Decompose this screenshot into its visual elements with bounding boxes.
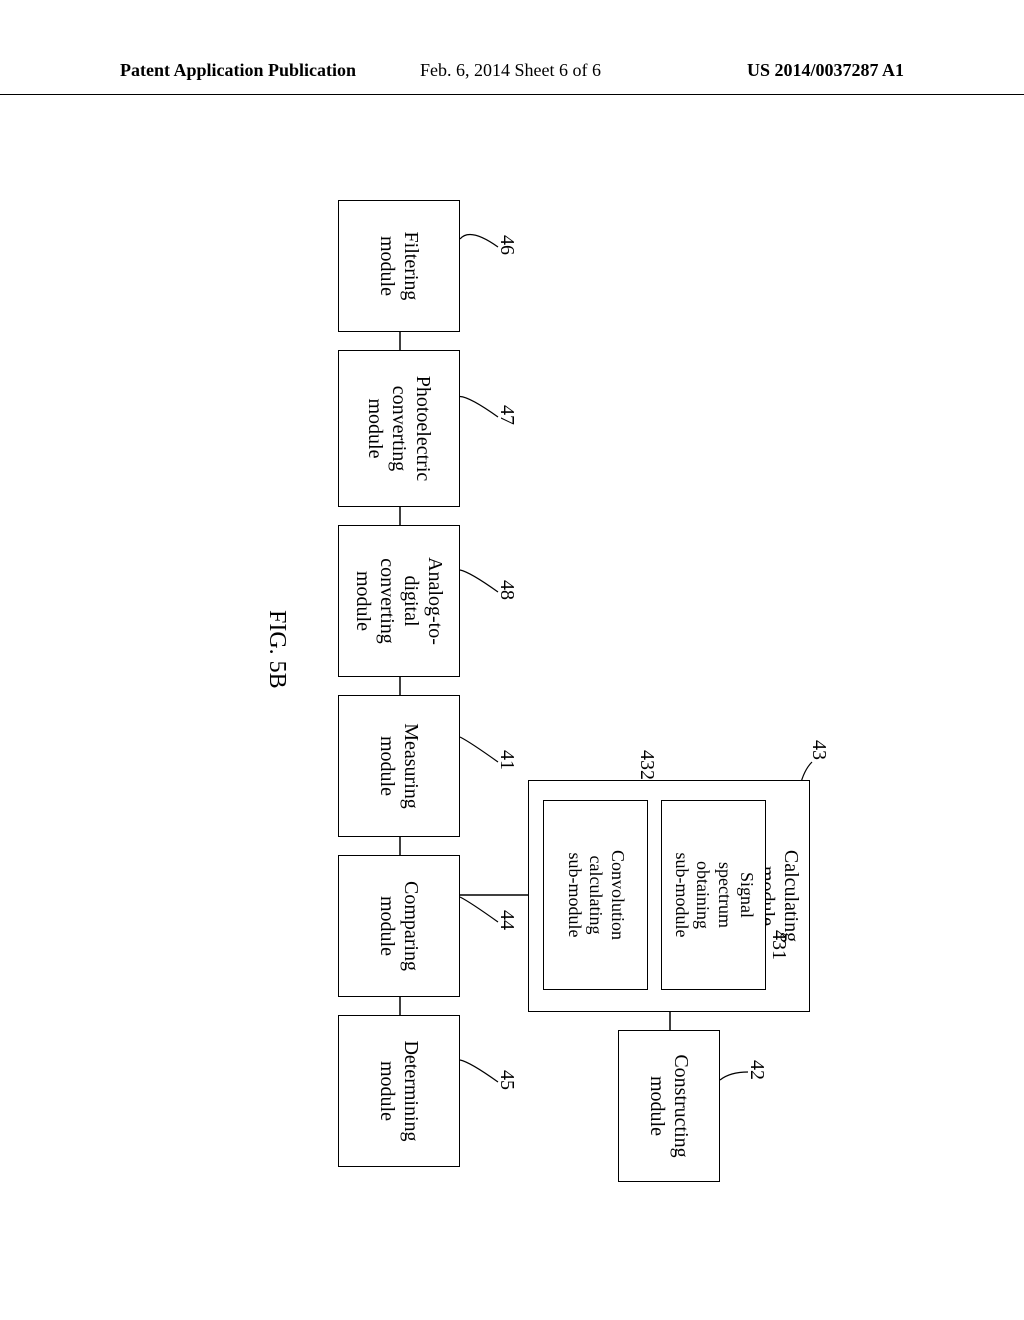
adc-module: Analog-to-digitalconvertingmodule <box>338 525 460 677</box>
header-mid: Feb. 6, 2014 Sheet 6 of 6 <box>420 60 601 81</box>
refnum-432: 432 <box>635 750 658 780</box>
photoelectric-module: Photoelectricconvertingmodule <box>338 350 460 507</box>
refnum-48: 48 <box>495 580 518 600</box>
page: Patent Application Publication Feb. 6, 2… <box>0 0 1024 1320</box>
refnum-42: 42 <box>745 1060 768 1080</box>
refnum-431: 431 <box>767 930 790 960</box>
header-right: US 2014/0037287 A1 <box>747 60 904 81</box>
refnum-47: 47 <box>495 405 518 425</box>
determining-module: Determiningmodule <box>338 1015 460 1167</box>
figure-caption: FIG. 5B <box>263 610 290 689</box>
filtering-module: Filteringmodule <box>338 200 460 332</box>
diagram-canvas: Calculatingmodule Signalspectrumobtainin… <box>180 180 820 1180</box>
comparing-module: Comparingmodule <box>338 855 460 997</box>
figure-5b: Calculatingmodule Signalspectrumobtainin… <box>120 180 880 1180</box>
refnum-45: 45 <box>495 1070 518 1090</box>
refnum-46: 46 <box>495 235 518 255</box>
measuring-module: Measuringmodule <box>338 695 460 837</box>
refnum-41: 41 <box>495 750 518 770</box>
constructing-module: Constructingmodule <box>618 1030 720 1182</box>
header-left: Patent Application Publication <box>120 60 356 81</box>
convolution-submodule: Convolutioncalculatingsub-module <box>543 800 648 990</box>
page-header: Patent Application Publication Feb. 6, 2… <box>0 60 1024 95</box>
refnum-44: 44 <box>495 910 518 930</box>
signal-spectrum-submodule: Signalspectrumobtainingsub-module <box>661 800 766 990</box>
refnum-43: 43 <box>807 740 830 760</box>
